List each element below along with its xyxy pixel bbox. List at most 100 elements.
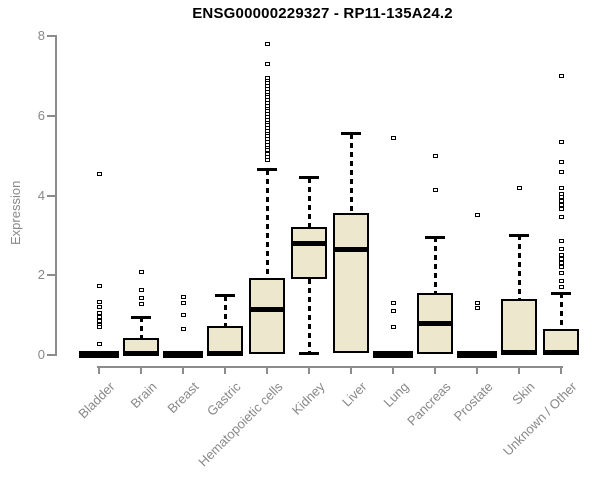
outlier-point-prostate [474, 213, 480, 218]
upper-whisker-pancreas [433, 237, 437, 294]
outlier-point-brain [138, 288, 144, 292]
y-tick-label: 0 [37, 347, 45, 362]
outlier-point-bladder [96, 319, 102, 324]
outlier-point-unknown-other [558, 199, 564, 204]
y-axis-line [55, 35, 57, 356]
upper-whisker-hematopoietic-cells [265, 169, 269, 279]
median-unknown-other [543, 349, 579, 355]
outlier-point-bladder [96, 315, 102, 320]
outlier-point-breast [180, 295, 186, 300]
outlier-point-unknown-other [558, 186, 564, 191]
collapsed-box-lung [373, 350, 413, 358]
outlier-point-lung [390, 301, 396, 306]
x-axis-line [97, 366, 563, 368]
outlier-point-breast [180, 301, 186, 306]
median-liver [333, 246, 369, 252]
outlier-point-breast [180, 327, 186, 332]
y-tick-label: 6 [37, 107, 45, 123]
outlier-point-skin [516, 185, 522, 190]
outlier-point-unknown-other [558, 239, 564, 244]
box-kidney [291, 227, 327, 280]
outlier-point-unknown-other [558, 169, 564, 174]
outlier-point-unknown-other [558, 247, 564, 252]
outlier-point-bladder [96, 341, 102, 346]
y-tick-label: 4 [37, 187, 45, 203]
outlier-point-unknown-other [558, 139, 564, 144]
outlier-point-unknown-other [558, 73, 564, 78]
median-kidney [291, 240, 327, 246]
y-axis-tick [47, 194, 55, 197]
outlier-point-brain [138, 295, 144, 300]
outlier-point-unknown-other [558, 207, 564, 212]
lower-whisker-kidney [307, 279, 311, 353]
outlier-point-prostate [474, 305, 480, 310]
x-axis-tick [182, 366, 184, 374]
x-axis-tick [560, 366, 562, 374]
upper-whisker-kidney [307, 177, 311, 228]
outlier-point-unknown-other [558, 285, 564, 290]
y-axis-tick [47, 114, 55, 117]
x-axis-tick [392, 366, 394, 374]
x-axis-tick [224, 366, 226, 374]
x-axis-tick [350, 366, 352, 374]
median-pancreas [417, 320, 453, 326]
outlier-point-unknown-other [558, 215, 564, 220]
y-tick-label: 2 [37, 267, 45, 283]
upper-whisker-cap-kidney [299, 176, 319, 180]
median-brain [123, 351, 159, 357]
outlier-point-pancreas [432, 153, 438, 158]
collapsed-box-breast [163, 350, 203, 358]
outlier-point-brain [138, 301, 144, 306]
box-skin [501, 299, 537, 355]
collapsed-box-bladder [79, 350, 119, 358]
upper-whisker-skin [517, 235, 521, 300]
upper-whisker-brain [139, 317, 143, 338]
outlier-point-unknown-other [558, 257, 564, 262]
outlier-point-breast [180, 313, 186, 318]
x-axis-tick [476, 366, 478, 374]
x-axis-tick [140, 366, 142, 374]
y-tick-label: 8 [37, 28, 45, 43]
collapsed-box-prostate [457, 350, 497, 358]
lower-whisker-cap-kidney [299, 351, 319, 355]
median-skin [501, 349, 537, 355]
upper-whisker-cap-gastric [215, 294, 235, 298]
upper-whisker-gastric [223, 295, 227, 326]
outlier-point-lung [390, 309, 396, 314]
box-liver [333, 213, 369, 353]
outlier-point-unknown-other [558, 195, 564, 200]
median-hematopoietic-cells [249, 306, 285, 312]
outlier-point-bladder [96, 311, 102, 316]
outlier-point-unknown-other [558, 253, 564, 258]
outlier-point-lung [390, 135, 396, 140]
y-axis-tick [47, 274, 55, 277]
outlier-point-unknown-other [558, 191, 564, 196]
x-axis-tick [434, 366, 436, 374]
outlier-point-bladder [96, 325, 102, 330]
upper-whisker-unknown-other [559, 293, 563, 330]
y-axis-tick [47, 354, 55, 356]
outlier-point-prostate [474, 301, 480, 306]
outlier-point-bladder [96, 299, 102, 304]
outlier-point-bladder [96, 305, 102, 310]
x-axis-tick [266, 366, 268, 374]
box-hematopoietic-cells [249, 278, 285, 354]
box-gastric [207, 325, 243, 355]
upper-whisker-liver [349, 133, 353, 214]
outlier-point-lung [390, 325, 396, 330]
outlier-point-unknown-other [558, 279, 564, 284]
chart-title: ENSG00000229327 - RP11-135A24.2 [192, 5, 453, 22]
outlier-point-hematopoietic-cells [264, 157, 270, 162]
x-axis-tick [308, 366, 310, 374]
outlier-point-unknown-other [558, 159, 564, 164]
upper-whisker-cap-hematopoietic-cells [257, 168, 277, 172]
outlier-point-hematopoietic-cells [264, 61, 270, 66]
median-gastric [207, 351, 243, 357]
outlier-point-bladder [96, 284, 102, 289]
upper-whisker-cap-skin [509, 233, 529, 237]
outlier-point-pancreas [432, 187, 438, 192]
outlier-point-brain [138, 270, 144, 275]
outlier-point-unknown-other [558, 271, 564, 276]
